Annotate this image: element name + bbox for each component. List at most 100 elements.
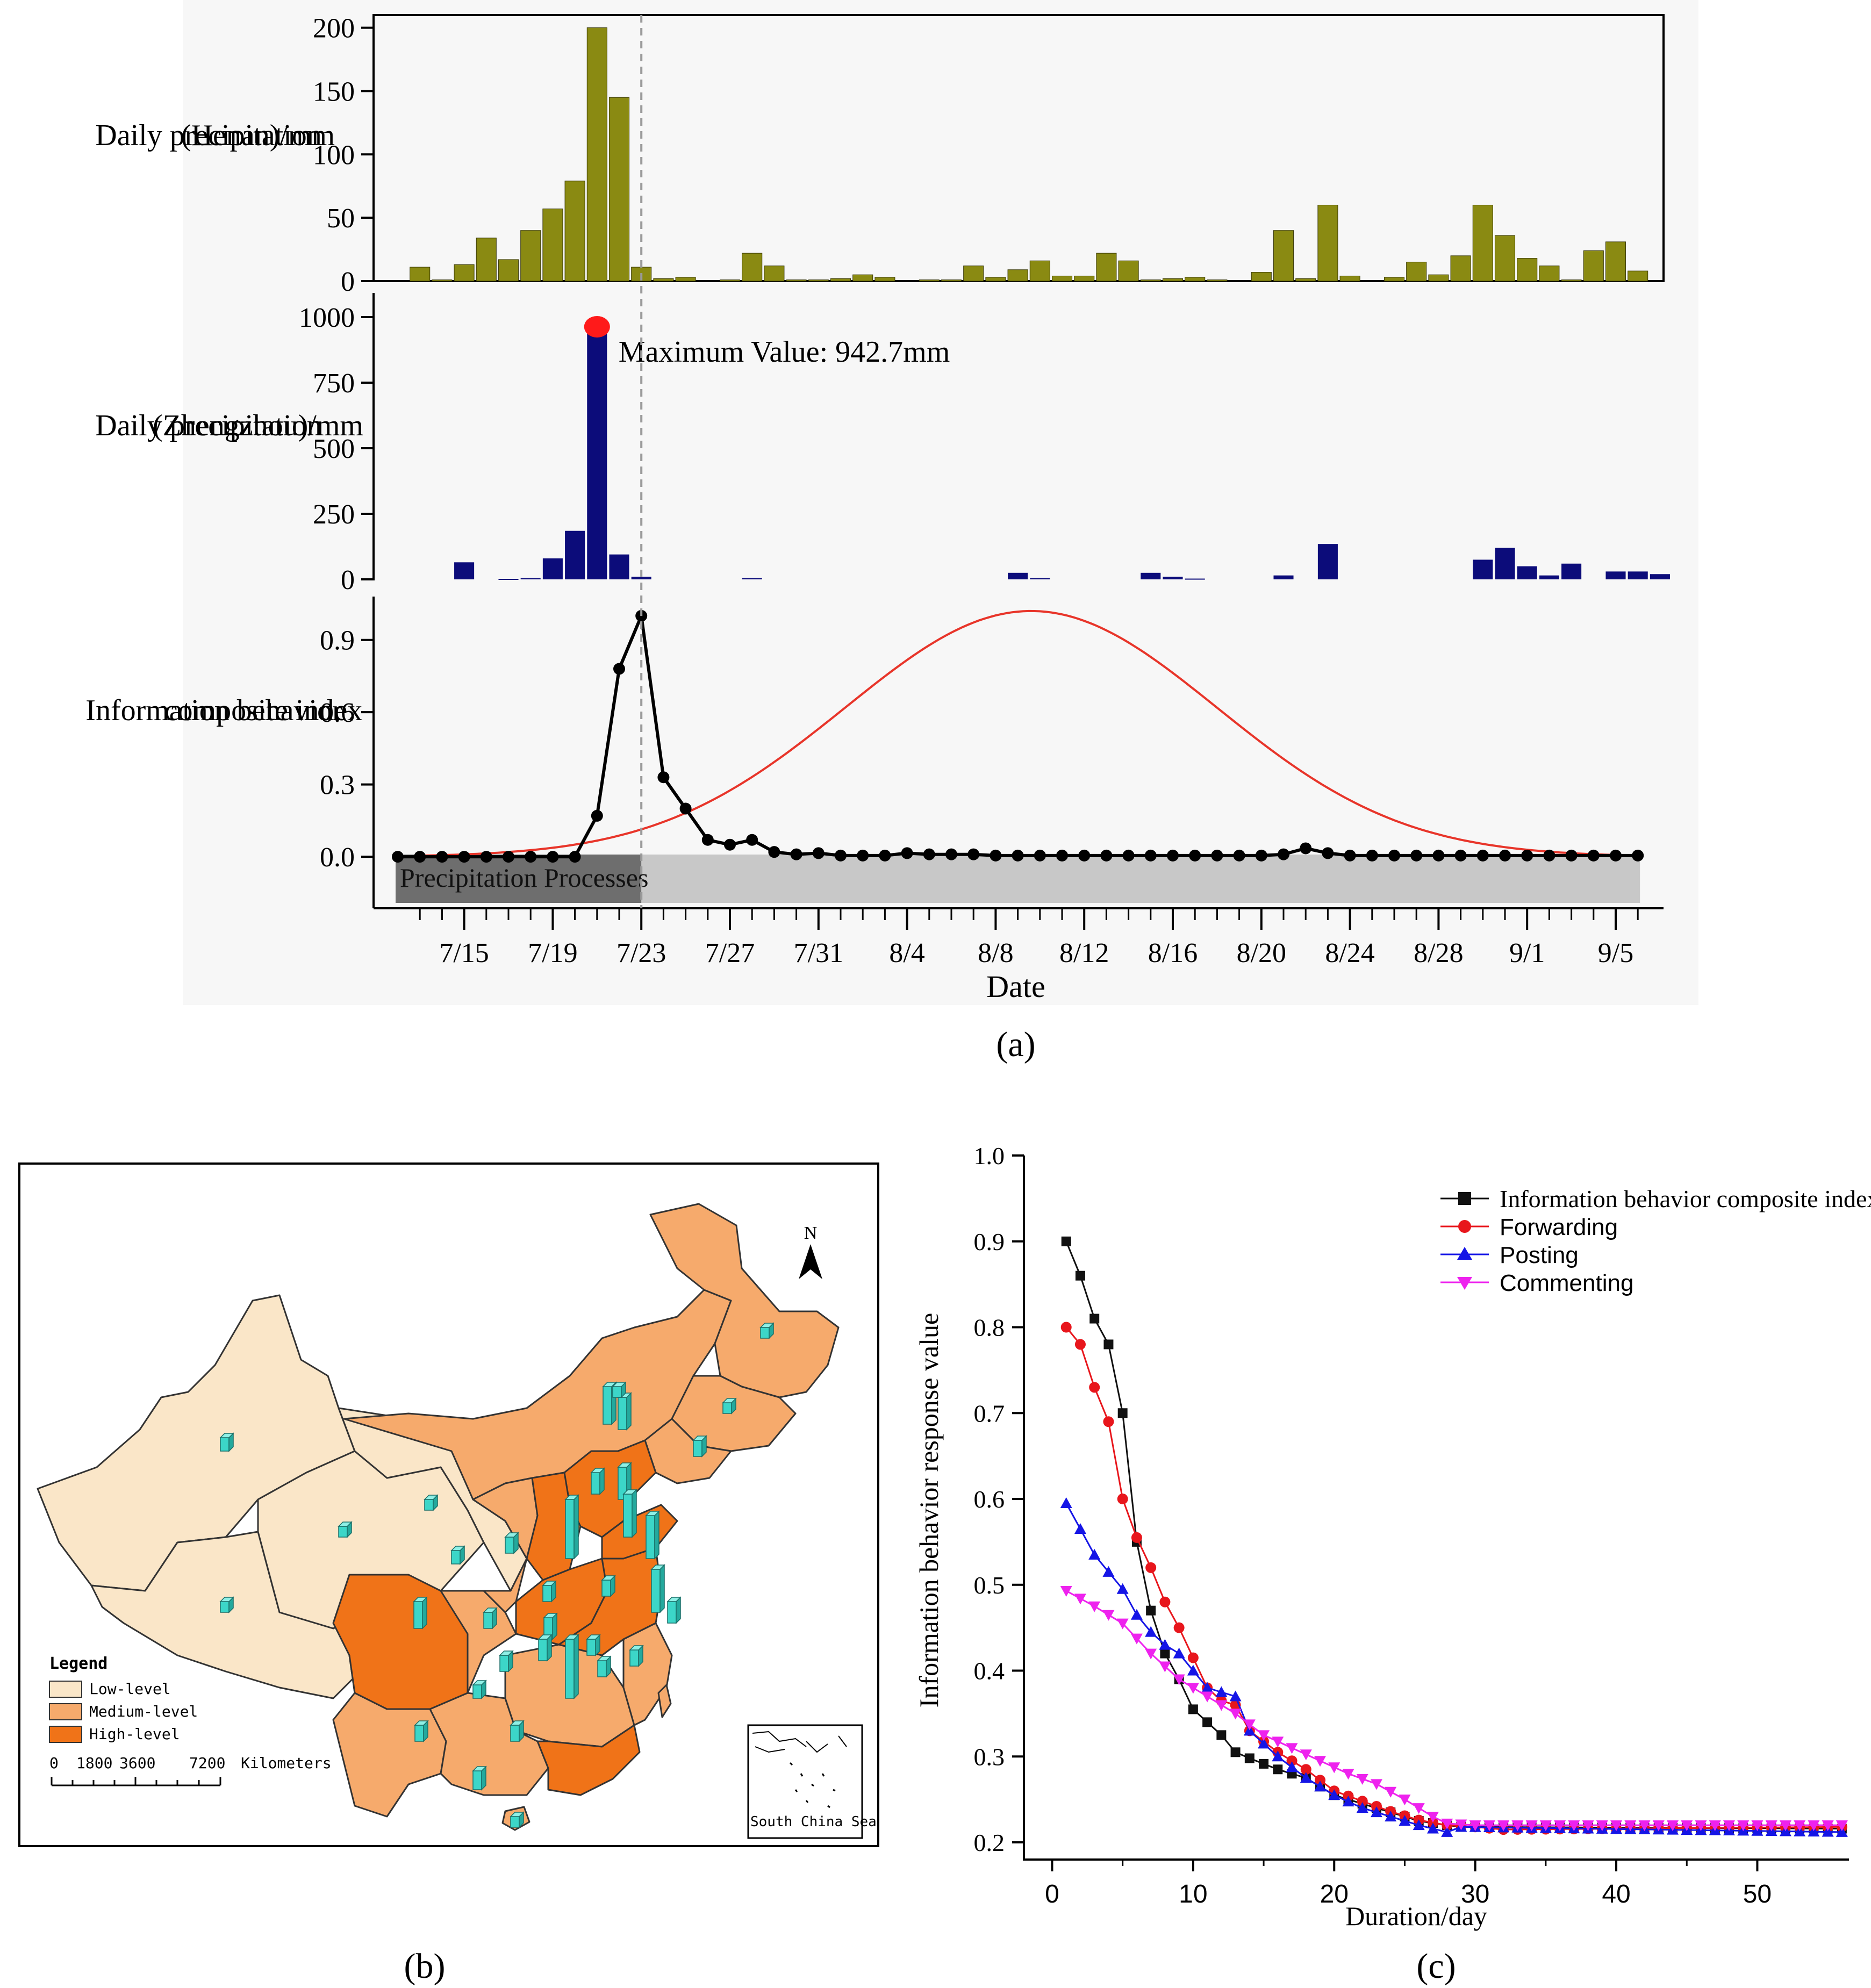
series-point-commenting [1737, 1820, 1750, 1832]
panel-c-x-tick-label: 10 [1179, 1880, 1207, 1908]
series-point-posting [1286, 1761, 1298, 1772]
series-point-information-behavior-composite-index [1089, 1314, 1100, 1324]
map-bar-front [760, 1327, 770, 1339]
series-point-commenting [1356, 1774, 1368, 1785]
henan-y-tick-label: 200 [313, 13, 355, 44]
henan-bar [1251, 272, 1272, 282]
map-bar-front [586, 1639, 596, 1656]
series-point-commenting [1808, 1820, 1820, 1832]
series-point-posting [1808, 1826, 1820, 1837]
series-point-posting [1356, 1802, 1368, 1813]
panel-c-y-tick-label: 0.8 [974, 1314, 1005, 1341]
inset-islands [789, 1762, 836, 1808]
north-arrow-icon [799, 1244, 822, 1279]
series-point-commenting [1272, 1736, 1284, 1748]
henan-bar [1406, 262, 1427, 282]
henan-y-tick-label: 50 [327, 203, 355, 234]
date-tick-label: 8/24 [1325, 938, 1374, 968]
zhengzhou-bar [1561, 563, 1582, 579]
map-bar-side [574, 1494, 579, 1560]
henan-bar [542, 209, 563, 282]
map-bar-top [629, 1645, 644, 1650]
series-point-posting [1173, 1647, 1185, 1659]
legend-label-low: Low-level [89, 1680, 171, 1698]
map-bar-front [693, 1440, 702, 1457]
henan-y-axis: 0 50 100 150 200 [313, 13, 374, 297]
series-point-posting [1187, 1664, 1199, 1676]
date-tick-label: 9/5 [1598, 938, 1633, 968]
series-point-commenting [1765, 1820, 1777, 1832]
series-point-posting [1159, 1639, 1171, 1650]
series-point-commenting [1554, 1820, 1566, 1832]
index-y-tick-label: 0.3 [320, 770, 355, 801]
composite-index-point [591, 809, 603, 822]
series-point-information-behavior-composite-index [1146, 1605, 1156, 1616]
composite-index-point [1322, 847, 1334, 859]
map-bar-front [424, 1499, 434, 1511]
zhengzhou-bar [609, 554, 629, 579]
legend-label-composite: Information behavior composite index [1500, 1185, 1871, 1212]
inset-label: South China Sea [750, 1814, 877, 1830]
map-bar-front [623, 1494, 633, 1538]
south-china-sea-inset: South China Sea [747, 1724, 877, 1839]
zhengzhou-bar [1650, 574, 1670, 579]
map-bar-top [504, 1532, 519, 1538]
map-bar-side [422, 1596, 427, 1630]
zhengzhou-bar [631, 577, 651, 579]
henan-bar [1162, 278, 1184, 282]
date-tick-label: 8/16 [1148, 938, 1198, 968]
series-point-information-behavior-composite-index [1188, 1704, 1198, 1714]
map-bar-front [651, 1569, 661, 1613]
composite-index-point [1167, 849, 1179, 862]
series-point-posting [1074, 1523, 1086, 1534]
map-bar-top [622, 1489, 637, 1495]
series-point-commenting [1426, 1812, 1439, 1823]
panel-c-series [1060, 1236, 1848, 1837]
series-point-commenting [1822, 1820, 1834, 1832]
henan-bar [608, 97, 630, 282]
zhengzhou-precipitation-chart: 0 250 500 750 1000 Maximum Value: 942.7mm Da… [95, 293, 1670, 595]
henan-bar [1273, 230, 1294, 282]
henan-bars [410, 27, 1648, 282]
henan-bar [1295, 278, 1316, 282]
composite-index-point [1078, 849, 1091, 862]
composite-index-point [1056, 849, 1068, 862]
series-point-commenting [1130, 1633, 1143, 1645]
panel-c-x-tick-label: 50 [1743, 1880, 1772, 1908]
series-point-commenting [1173, 1674, 1185, 1685]
henan-precipitation-chart: 0 50 100 150 200 Daily precipitation (Henan)… [95, 13, 1665, 297]
series-point-commenting [1568, 1820, 1580, 1832]
index-y-axis: 0.0 0.3 0.6 0.9 [320, 626, 374, 873]
series-point-posting [1258, 1738, 1270, 1749]
panel-c-x-tick-label: 30 [1461, 1880, 1489, 1908]
composite-index-point [1189, 849, 1201, 862]
series-point-commenting [1074, 1594, 1086, 1605]
composite-index-point [503, 851, 514, 863]
composite-index-point [1587, 849, 1600, 862]
series-point-information-behavior-composite-index [1273, 1764, 1283, 1775]
map-bar-side [626, 1392, 632, 1431]
zhengzhou-bar [1185, 578, 1205, 580]
panel-c-y-tick-label: 0.2 [974, 1829, 1005, 1856]
henan-bar [1051, 276, 1073, 282]
panel-c-y-tick-label: 0.6 [974, 1485, 1005, 1513]
panel-c-y-tick-label: 0.4 [974, 1657, 1005, 1685]
henan-bar [786, 279, 807, 282]
series-point-commenting [1469, 1820, 1481, 1832]
composite-index-point [1499, 849, 1511, 862]
map-bar-front [338, 1526, 348, 1538]
map-bar-front [601, 1580, 611, 1597]
henan-bar [919, 279, 940, 282]
series-point-posting [1822, 1826, 1834, 1837]
panel-a: 0 50 100 150 200 Daily precipitation (Henan)… [85, 0, 1698, 1005]
henan-ylabel: Daily precipitation (Henan)/mm [95, 119, 335, 152]
map-bar-top [722, 1398, 737, 1403]
map-bar-top [564, 1495, 579, 1500]
zhengzhou-bar [1030, 578, 1050, 579]
series-point-commenting [1751, 1820, 1764, 1832]
panel-c-y-tick-label: 1.0 [974, 1142, 1005, 1169]
map-bar-front [499, 1655, 509, 1672]
scale-bar-ticks [51, 1777, 221, 1786]
panel-c-y-axis: 0.2 0.3 0.4 0.5 0.6 0.7 0.8 0.9 1.0 [974, 1142, 1024, 1856]
zhengzhou-bar [520, 578, 541, 579]
